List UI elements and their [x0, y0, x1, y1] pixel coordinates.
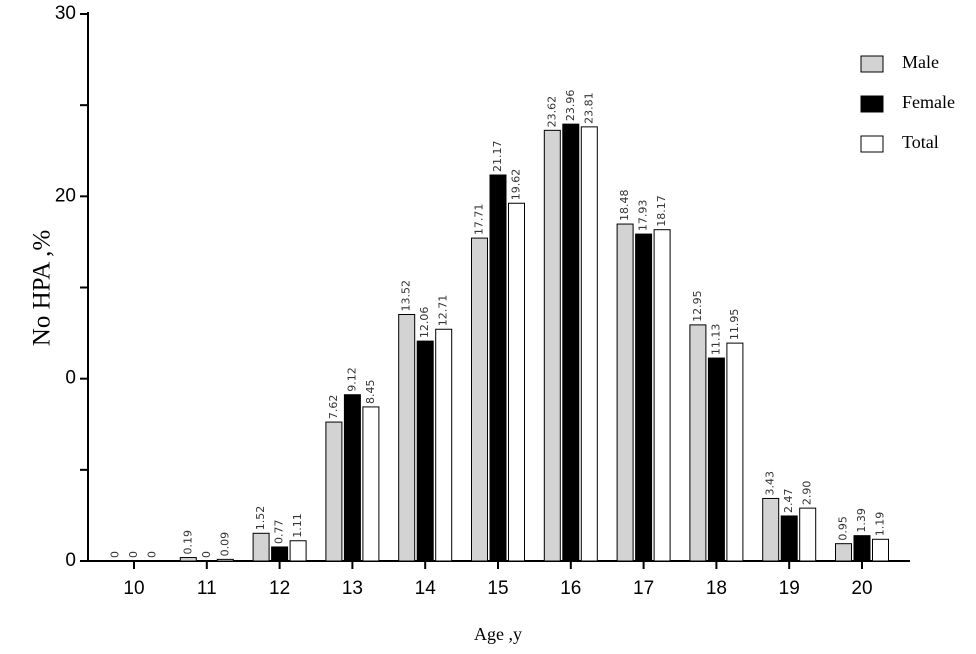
legend-swatch [860, 55, 884, 73]
y-axis-label: No HPA ,% [29, 230, 56, 346]
bar [689, 324, 707, 562]
value-label: 0.77 [273, 519, 286, 544]
value-label: 3.43 [764, 471, 777, 496]
value-label: 1.19 [874, 512, 887, 537]
y-tick-label: 0 [65, 368, 76, 389]
bar [799, 507, 817, 562]
value-label: 12.06 [418, 307, 431, 339]
y-tick-label: 0 [65, 550, 76, 571]
value-label: 11.95 [728, 309, 741, 341]
value-label: 12.95 [691, 290, 704, 322]
x-tick-label: 11 [197, 578, 217, 599]
bar [362, 406, 380, 562]
bar [635, 233, 653, 562]
bar [872, 538, 889, 562]
x-tick-label: 17 [633, 578, 654, 599]
value-label: 0 [146, 551, 159, 558]
x-tick-label: 18 [706, 578, 727, 599]
value-label: 0 [127, 551, 140, 558]
value-label: 18.17 [655, 195, 668, 227]
bar [616, 223, 634, 562]
value-label: 23.62 [545, 96, 558, 128]
y-tick-label: 30 [55, 3, 76, 24]
bar [835, 543, 852, 562]
value-label: 13.52 [400, 280, 413, 312]
bar [580, 126, 598, 562]
bar [252, 532, 270, 562]
x-tick-label: 19 [779, 578, 800, 599]
y-tick-label: 20 [55, 185, 76, 206]
value-label: 11.13 [709, 324, 722, 356]
value-label: 0 [109, 551, 122, 558]
x-tick-label: 20 [851, 578, 872, 599]
x-tick-label: 15 [487, 578, 508, 599]
bar [707, 357, 725, 562]
value-label: 0 [200, 551, 213, 558]
legend-label: Male [902, 52, 939, 72]
bar [343, 394, 361, 562]
value-label: 1.11 [291, 513, 304, 538]
bar [853, 535, 871, 562]
bar [562, 123, 580, 562]
x-tick-label: 10 [123, 578, 144, 599]
bar [726, 342, 744, 562]
bar [471, 237, 488, 562]
bar [398, 313, 416, 562]
bar [435, 328, 453, 562]
value-label: 2.47 [782, 488, 795, 513]
x-tick-label: 16 [560, 578, 581, 599]
bar [489, 174, 507, 562]
legend-swatch [860, 95, 884, 113]
value-label: 17.93 [637, 200, 650, 232]
bar [289, 540, 307, 562]
value-label: 8.45 [364, 379, 377, 404]
value-label: 21.17 [491, 141, 504, 173]
x-axis-label: Age ,y [474, 624, 522, 644]
legend-swatch [860, 135, 884, 153]
legend-label: Female [902, 92, 955, 112]
value-label: 2.90 [801, 481, 814, 506]
value-label: 1.39 [855, 508, 868, 533]
x-tick-label: 14 [415, 578, 437, 599]
value-label: 18.48 [618, 190, 631, 222]
x-tick-label: 12 [269, 578, 290, 599]
bar [780, 515, 798, 562]
value-label: 9.12 [345, 367, 358, 392]
value-label: 19.62 [510, 169, 523, 201]
value-label: 12.71 [437, 295, 450, 327]
value-label: 17.71 [473, 204, 486, 236]
value-label: 23.81 [582, 92, 595, 124]
value-label: 0.95 [837, 516, 850, 541]
bar [216, 558, 234, 562]
x-tick-label: 13 [342, 578, 363, 599]
value-label: 7.62 [327, 395, 340, 420]
bar [543, 129, 561, 562]
bar [325, 421, 343, 562]
legend-label: Total [902, 132, 939, 152]
bar [179, 557, 197, 562]
bar [508, 202, 525, 562]
bar [762, 497, 780, 562]
value-label: 1.52 [254, 506, 267, 531]
bar [271, 546, 289, 562]
value-label: 23.96 [564, 90, 577, 122]
value-label: 0.19 [181, 530, 194, 555]
value-label: 0.09 [218, 532, 231, 557]
bar [653, 229, 671, 562]
bar [416, 340, 434, 562]
